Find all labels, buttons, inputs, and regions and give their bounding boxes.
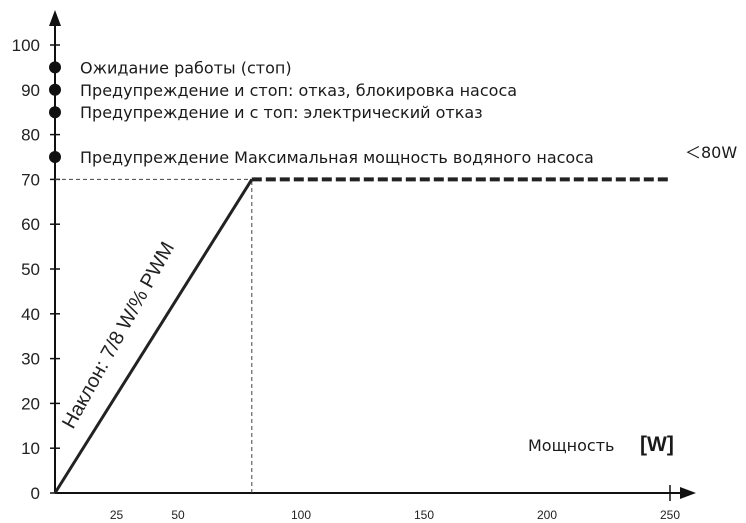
- x-axis-arrow: [680, 487, 696, 499]
- slope-line: [53, 178, 254, 494]
- series-layer: [53, 177, 670, 494]
- y-axis-arrow: [49, 10, 61, 26]
- y-tick-label: 80: [21, 126, 40, 145]
- x-tick-label: 25: [110, 508, 124, 522]
- x-ticks: 25 50 100 150 200 250: [110, 485, 680, 522]
- x-tick-label: 150: [414, 508, 434, 522]
- marker-dot: [49, 106, 61, 119]
- marker-dot: [49, 151, 61, 163]
- x-axis-unit: [W]: [640, 433, 674, 456]
- marker-annotations: Ожидание работы (стоп) Предупреждение и с…: [49, 58, 594, 167]
- marker-label: Предупреждение и стоп: отказ, блокировка…: [80, 81, 517, 100]
- x-tick-label: 200: [537, 508, 557, 522]
- y-tick-label: 40: [21, 305, 40, 324]
- y-tick-label: 60: [21, 215, 40, 234]
- y-tick-label: 70: [21, 170, 40, 189]
- annotation-max-power: ＜80W: [685, 143, 737, 162]
- y-axis: [49, 10, 61, 493]
- x-axis-label: Мощность: [528, 436, 614, 455]
- slope-label: Наклон: 7/8 W/% PWM: [58, 238, 179, 432]
- y-tick-label: 50: [21, 260, 40, 279]
- y-tick-label: 10: [21, 439, 40, 458]
- marker-dot: [49, 61, 61, 74]
- y-tick-label: 20: [21, 394, 40, 413]
- marker-label: Предупреждение Максимальная мощность вод…: [80, 148, 594, 167]
- x-tick-label: 100: [291, 508, 311, 522]
- x-tick-label: 250: [660, 508, 680, 522]
- marker-dot: [49, 83, 61, 96]
- x-tick-label: 50: [171, 508, 185, 522]
- y-tick-label: 100: [12, 36, 40, 55]
- y-tick-label: 90: [21, 81, 40, 100]
- y-tick-label: 0: [31, 484, 40, 503]
- marker-label: Ожидание работы (стоп): [80, 58, 292, 77]
- y-ticks: 0 10 20 30 40 50 60 70 80 90 100: [12, 36, 60, 503]
- reference-lines: [55, 178, 253, 493]
- marker-label: Предупреждение и с топ: электрический от…: [80, 103, 483, 122]
- x-axis: [55, 487, 696, 499]
- y-tick-label: 30: [21, 350, 40, 369]
